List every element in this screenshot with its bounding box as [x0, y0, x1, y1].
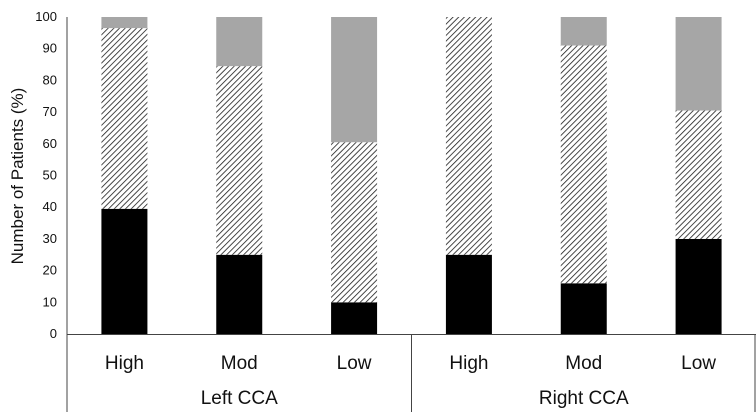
bar-segment-mod-2 — [560, 45, 607, 284]
bar-segment-low-2 — [675, 110, 722, 239]
group-label: Left CCA — [201, 388, 278, 409]
y-tick-label: 20 — [43, 263, 57, 278]
y-tick-label: 60 — [43, 136, 57, 151]
category-label: Low — [681, 353, 716, 374]
y-tick-label: 10 — [43, 294, 57, 309]
y-axis-title: Number of Patients (%) — [8, 88, 27, 265]
y-tick-label: 70 — [43, 104, 57, 119]
y-tick-label: 40 — [43, 199, 57, 214]
bar-segment-mod-1 — [216, 254, 263, 334]
y-tick-label: 0 — [50, 326, 57, 341]
bar-segment-low-3 — [331, 17, 378, 143]
bar-segment-low-1 — [675, 238, 722, 334]
bar-segment-mod-1 — [560, 283, 607, 334]
group-labels: Left CCA Right CCA — [201, 388, 629, 409]
bar-segment-low-2 — [331, 142, 378, 303]
bar-segment-mod-3 — [560, 17, 607, 46]
category-labels: High Mod Low High Mod Low — [105, 353, 716, 374]
bar-segment-high-1 — [445, 254, 492, 334]
bar-segment-low-3 — [675, 17, 722, 111]
bar-segment-mod-2 — [216, 66, 263, 255]
bar-segment-high-2 — [101, 28, 148, 209]
category-label: Mod — [565, 353, 602, 374]
category-label: High — [449, 353, 488, 374]
bar-segment-low-1 — [331, 302, 378, 334]
y-tick-label: 90 — [43, 41, 57, 56]
y-tick-labels: 0 10 20 30 40 50 60 70 80 90 100 — [35, 9, 57, 341]
y-tick-label: 50 — [43, 168, 57, 183]
bar-segment-mod-3 — [216, 17, 263, 67]
category-label: Mod — [221, 353, 258, 374]
category-label: Low — [337, 353, 372, 374]
bar-segment-high-2 — [445, 17, 492, 255]
bar-segment-high-1 — [101, 208, 148, 334]
category-label: High — [105, 353, 144, 374]
axes — [66, 17, 756, 412]
y-tick-label: 30 — [43, 231, 57, 246]
group-label: Right CCA — [539, 388, 629, 409]
bar-segment-high-3 — [101, 17, 148, 29]
y-tick-label: 100 — [35, 9, 57, 24]
bars — [101, 17, 722, 334]
y-tick-label: 80 — [43, 72, 57, 87]
